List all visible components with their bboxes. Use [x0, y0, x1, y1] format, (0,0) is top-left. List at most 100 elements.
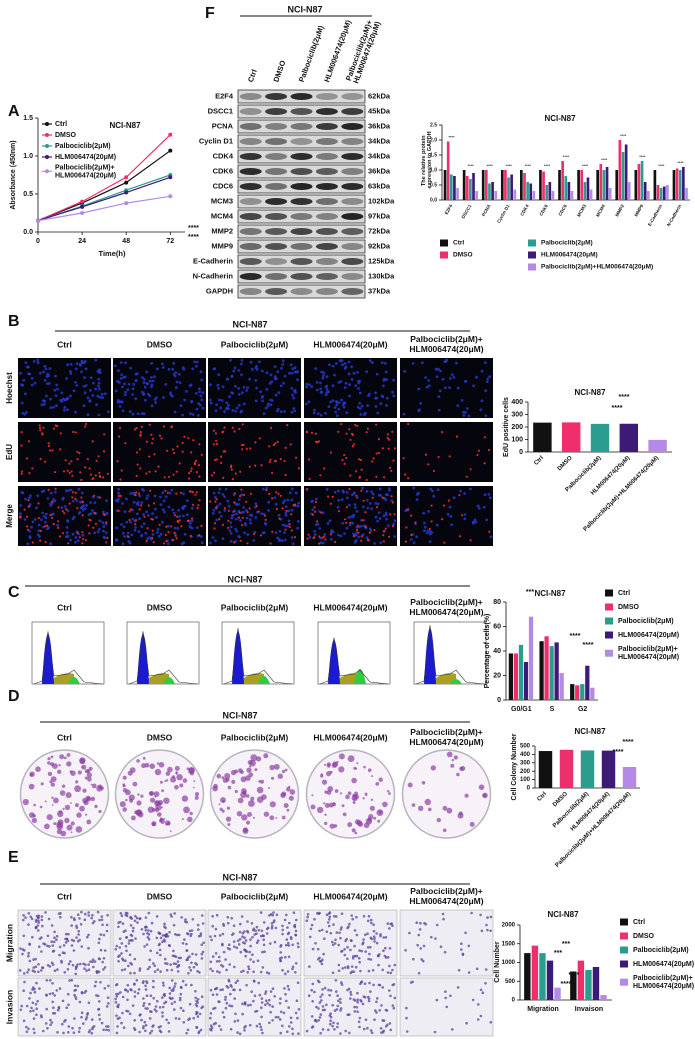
colony	[212, 785, 218, 792]
colony	[339, 792, 343, 795]
cell	[245, 500, 248, 503]
cell	[391, 1004, 395, 1007]
cell	[147, 937, 151, 941]
cell	[415, 921, 419, 924]
cell	[129, 492, 133, 495]
cell	[31, 467, 34, 470]
cell	[151, 536, 154, 539]
cell	[49, 406, 53, 410]
protein-name: GAPDH	[206, 286, 233, 295]
cell	[334, 979, 338, 982]
cell	[177, 956, 181, 960]
cell	[458, 494, 461, 497]
cell	[157, 534, 161, 538]
colony	[464, 793, 469, 798]
blot-band	[315, 183, 338, 190]
cell	[224, 450, 227, 453]
cell	[177, 372, 181, 376]
protein-size: 97kDa	[368, 211, 391, 220]
cell	[170, 1002, 174, 1005]
cell	[214, 539, 217, 543]
cell	[408, 931, 411, 935]
cell	[402, 412, 406, 416]
blot-band	[265, 228, 288, 235]
cell	[91, 960, 94, 964]
cell	[254, 464, 257, 467]
cell	[489, 915, 493, 919]
cell	[286, 498, 290, 502]
cell	[242, 385, 246, 389]
cell	[114, 1000, 118, 1004]
cell	[52, 949, 56, 953]
cell	[97, 941, 101, 945]
legend-label: HLM006474(20μM)	[55, 154, 116, 161]
cell	[105, 541, 108, 544]
cell	[314, 367, 318, 370]
cell	[279, 951, 283, 954]
cell	[337, 999, 340, 1002]
cell	[231, 478, 234, 481]
cell	[311, 513, 314, 516]
cell	[159, 970, 162, 973]
cell	[129, 988, 132, 991]
cell	[166, 542, 170, 546]
cell	[274, 460, 277, 463]
cell	[43, 379, 47, 382]
x-axis-label: Time(h)	[99, 249, 126, 258]
micrograph	[18, 422, 111, 482]
blot-band	[290, 108, 313, 115]
cell	[305, 1029, 309, 1033]
legend-swatch	[620, 960, 628, 968]
colony	[456, 772, 460, 777]
micrograph	[400, 486, 493, 546]
cell	[486, 377, 490, 381]
chart-title: NCI-N87	[574, 727, 606, 736]
cell	[103, 966, 107, 969]
cell	[83, 391, 87, 395]
cell	[74, 536, 78, 539]
x-tick-label: CDK6	[538, 203, 549, 217]
cell	[198, 443, 201, 446]
colony	[269, 801, 276, 808]
cell	[275, 913, 279, 917]
cell	[105, 521, 108, 524]
point	[124, 190, 129, 195]
cell	[89, 376, 93, 379]
cell	[385, 1009, 389, 1012]
cell	[488, 375, 492, 378]
cell	[221, 988, 224, 991]
cell	[126, 535, 129, 538]
cell	[54, 490, 57, 494]
colony	[246, 767, 252, 773]
cell	[209, 1024, 213, 1027]
cell	[97, 455, 100, 458]
y-tick-label: 0	[519, 449, 523, 456]
cell	[52, 940, 56, 944]
cell	[83, 507, 87, 510]
cell	[70, 470, 73, 473]
y-tick-label: 300	[511, 411, 523, 418]
cell	[387, 487, 391, 490]
cell	[230, 916, 233, 920]
cell	[187, 437, 190, 440]
cell	[388, 947, 392, 950]
cell	[59, 432, 62, 435]
cell	[238, 511, 241, 514]
cell	[294, 391, 297, 394]
cell	[165, 1018, 168, 1022]
cell	[33, 381, 37, 385]
cell	[375, 932, 378, 935]
cell	[233, 501, 236, 504]
cell	[67, 962, 71, 966]
cell	[233, 965, 236, 969]
cell	[375, 475, 378, 478]
cell	[209, 988, 213, 992]
cell	[319, 387, 322, 391]
cell	[37, 502, 40, 505]
cell	[283, 410, 286, 413]
cell	[66, 992, 70, 996]
cell	[281, 924, 284, 928]
cell	[187, 1018, 190, 1022]
cell	[148, 1017, 152, 1020]
cell	[52, 427, 56, 430]
